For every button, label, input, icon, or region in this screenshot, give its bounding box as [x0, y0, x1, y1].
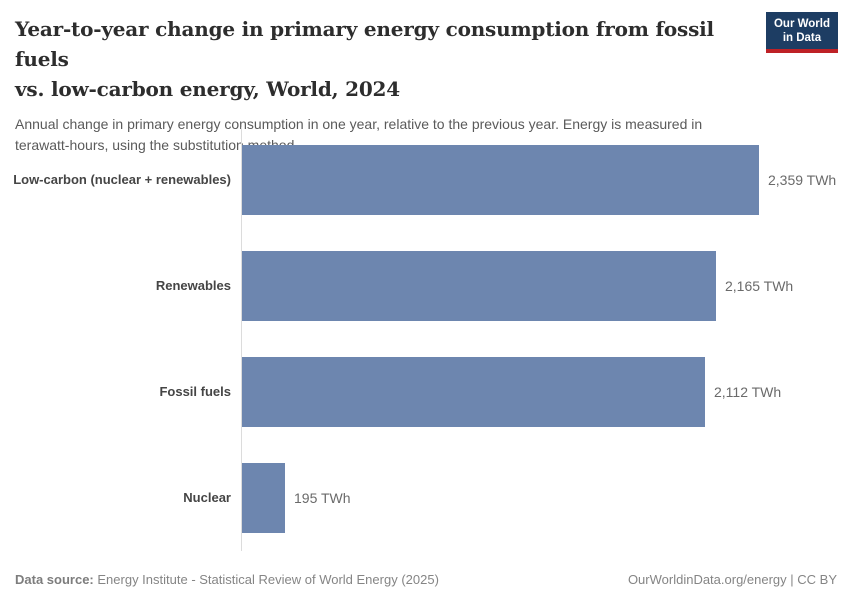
category-label: Fossil fuels: [159, 384, 231, 399]
bar-nuclear[interactable]: [242, 463, 285, 533]
plot-area: 2,359 TWh: [241, 127, 850, 233]
plot-area: 2,165 TWh: [241, 233, 850, 339]
page-title-line2: vs. low-carbon energy, World, 2024: [15, 77, 400, 101]
bar-renewables[interactable]: [242, 251, 716, 321]
bar-chart: Low-carbon (nuclear + renewables) 2,359 …: [0, 127, 850, 551]
bar-row-renewables: Renewables 2,165 TWh: [0, 233, 850, 339]
category-label: Low-carbon (nuclear + renewables): [13, 172, 231, 187]
category-label: Nuclear: [183, 490, 231, 505]
chart-subtitle: Annual change in primary energy consumpt…: [15, 116, 703, 153]
plot-area: 2,112 TWh: [241, 339, 850, 445]
owid-logo: Our World in Data: [765, 12, 838, 53]
bar-fossil-fuels[interactable]: [242, 357, 705, 427]
value-label: 195 TWh: [294, 490, 351, 506]
owid-logo-line2: in Data: [782, 32, 822, 44]
page-title: Year-to-year change in primary energy co…: [15, 14, 763, 104]
bar-low-carbon[interactable]: [242, 145, 759, 215]
data-source-label: Data source:: [15, 572, 94, 587]
value-label: 2,112 TWh: [714, 384, 782, 400]
bar-row-nuclear: Nuclear 195 TWh: [0, 445, 850, 551]
data-source: Data source: Energy Institute - Statisti…: [15, 572, 439, 587]
bar-row-fossil-fuels: Fossil fuels 2,112 TWh: [0, 339, 850, 445]
credit-line: OurWorldinData.org/energy | CC BY: [627, 572, 837, 587]
category-label: Renewables: [155, 278, 231, 293]
chart-header: Year-to-year change in primary energy co…: [15, 14, 763, 156]
data-source-text: Energy Institute - Statistical Review of…: [97, 572, 439, 587]
plot-area: 195 TWh: [241, 445, 850, 551]
value-label: 2,359 TWh: [768, 172, 837, 188]
value-label: 2,165 TWh: [725, 278, 794, 294]
page-title-line1: Year-to-year change in primary energy co…: [15, 17, 714, 71]
bar-row-low-carbon: Low-carbon (nuclear + renewables) 2,359 …: [0, 127, 850, 233]
owid-logo-line1: Our World: [773, 18, 830, 30]
chart-footer: Data source: Energy Institute - Statisti…: [15, 572, 837, 587]
